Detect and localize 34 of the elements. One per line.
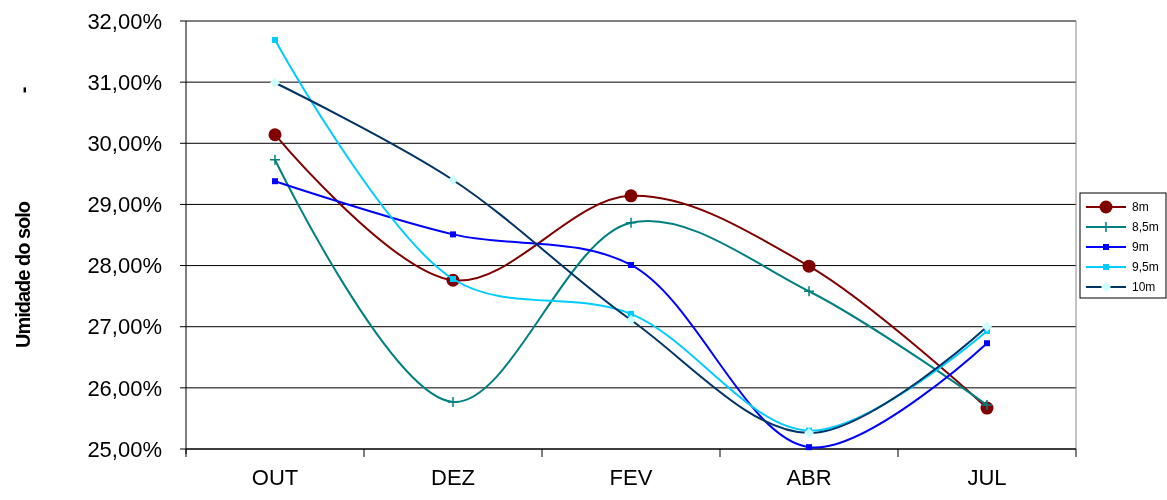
- point: [268, 128, 282, 142]
- point: [802, 259, 816, 273]
- x-tick-label: JUL: [967, 465, 1007, 490]
- legend-label: 10m: [1132, 280, 1156, 295]
- y-tick-label: 32,00%: [87, 8, 162, 34]
- point: [984, 340, 990, 347]
- y-tick-label: 25,00%: [87, 436, 162, 462]
- y-tick-label: 27,00%: [87, 314, 162, 340]
- point: [272, 178, 278, 185]
- x-tick-label: DEZ: [431, 465, 475, 490]
- x-tick-label: FEV: [609, 465, 653, 490]
- legend-label: 9m: [1132, 240, 1149, 255]
- legend-label: 8,5m: [1132, 220, 1159, 235]
- x-tick-label: ABR: [786, 465, 832, 490]
- point: [981, 399, 993, 411]
- point: [806, 444, 812, 451]
- legend-label: 9,5m: [1132, 260, 1159, 275]
- x-tick-label: OUT: [251, 465, 299, 490]
- point: [269, 154, 281, 166]
- point: [624, 189, 638, 203]
- point: [272, 36, 278, 43]
- legend-label: 8m: [1132, 200, 1149, 215]
- y-tick-label: 28,00%: [87, 253, 162, 279]
- y-tick-label: 26,00%: [87, 375, 162, 401]
- y-axis-title: Umidade do solo: [12, 201, 34, 349]
- y-tick-label: 29,00%: [87, 192, 162, 218]
- text: -: [12, 86, 34, 94]
- point: [447, 396, 459, 408]
- y-tick-label: 30,00%: [87, 130, 162, 156]
- y-tick-label: 31,00%: [87, 69, 162, 95]
- point: [803, 285, 815, 297]
- point: [625, 217, 637, 229]
- point: [628, 261, 634, 268]
- point: [450, 231, 456, 238]
